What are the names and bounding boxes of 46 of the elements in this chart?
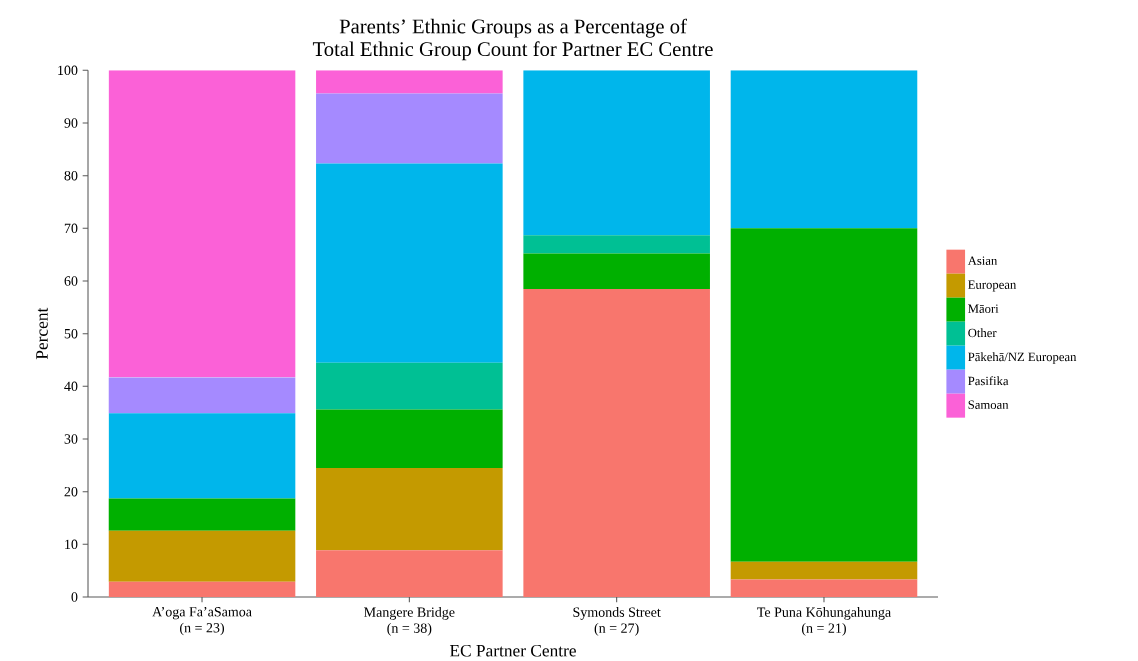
y-tick-label: 70 [64, 223, 78, 234]
bar [523, 70, 710, 236]
y-tick-label: 10 [65, 539, 78, 550]
bar [108, 70, 296, 378]
y-tick-label: 90 [64, 118, 78, 128]
bar [108, 498, 296, 531]
y-tick-label: 60 [64, 276, 78, 286]
legend-label: Pasifika [968, 376, 1009, 386]
legend-label: Asian [967, 256, 998, 265]
x-tick-label: Te Puna Kōhungahunga (n = 21) [757, 607, 891, 636]
bar [316, 467, 503, 551]
legend-label: European [968, 280, 1017, 292]
legend-label: Māori [968, 304, 999, 313]
y-tick-label: 30 [64, 434, 78, 444]
bar [316, 550, 503, 597]
bar [108, 530, 296, 582]
y-tick-label: 80 [64, 170, 78, 181]
y-tick-label: 40 [64, 381, 78, 392]
bar [730, 228, 918, 562]
bar [523, 253, 710, 289]
bar [730, 579, 918, 597]
legend-label: Pākehā/NZ European [968, 352, 1077, 364]
x-tick-label: A’oga Fa’aSamoa (n = 23) [152, 607, 252, 636]
x-tick-label: Symonds Street (n = 27) [573, 607, 661, 636]
y-axis-title: Percent [36, 307, 48, 360]
bar [523, 288, 710, 597]
bar [316, 93, 503, 164]
legend-label: Other [968, 328, 997, 338]
y-tick-label: 100 [58, 65, 78, 76]
legend-label: Samoan [968, 400, 1009, 409]
bar [730, 70, 918, 229]
bar [316, 70, 503, 94]
bar [316, 362, 503, 410]
bar [108, 581, 296, 597]
x-tick-label: Mangere Bridge (n = 38) [364, 607, 455, 636]
y-tick-label: 50 [64, 328, 78, 339]
x-axis-title: EC Partner Centre [449, 644, 576, 657]
y-tick-label: 20 [64, 486, 78, 497]
chart-title: Parents’ Ethnic Groups as a Percentage of Total Ethnic Group Count for Partner EC Centre [312, 18, 713, 61]
y-tick-label: 0 [71, 592, 78, 602]
bar [108, 377, 296, 414]
bar [730, 561, 918, 580]
bar [108, 413, 296, 499]
bar [523, 235, 710, 254]
bar [316, 409, 503, 468]
bar [316, 163, 503, 363]
